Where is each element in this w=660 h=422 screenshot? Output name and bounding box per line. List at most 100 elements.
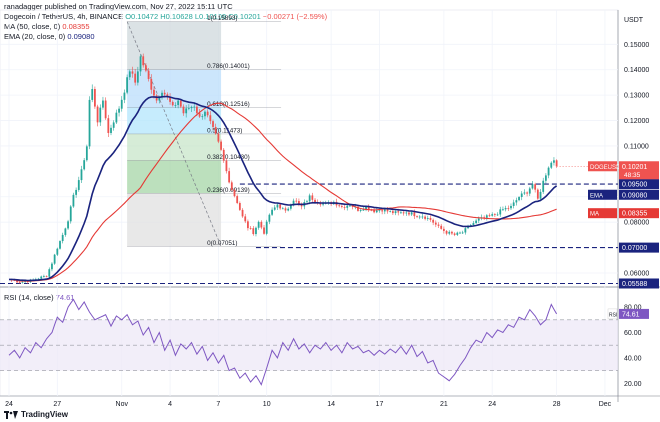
candle-body	[343, 206, 346, 208]
rsi-legend[interactable]: RSI (14, close) 74.61	[4, 293, 74, 302]
candle-body	[547, 167, 550, 176]
candle-body	[190, 106, 193, 109]
candle-body	[488, 215, 491, 217]
candle-body	[179, 100, 182, 107]
candle-body	[391, 211, 394, 214]
price-tick-label: 0.13000	[624, 93, 649, 100]
candle-body	[281, 208, 284, 210]
candle-body	[21, 281, 24, 283]
candle-body	[142, 56, 145, 66]
rsi-tag-label: RSI	[609, 312, 617, 318]
candle-body	[126, 77, 129, 93]
rsi-value-badge-label: 74.61	[622, 311, 640, 318]
candle-body	[373, 209, 375, 213]
candle-body	[115, 112, 118, 123]
candle-body	[96, 106, 99, 123]
candle-body	[56, 248, 59, 255]
candle-body	[504, 208, 507, 210]
candle-body	[252, 228, 255, 235]
rsi-line	[8, 298, 558, 386]
candle-body	[424, 216, 426, 219]
candle-body	[338, 205, 341, 207]
candle-body	[158, 97, 161, 101]
value-badge-label: 0.10201	[622, 164, 647, 171]
candle-body	[193, 106, 196, 108]
time-tick-label: 27	[53, 401, 61, 408]
rsi-legend-label: RSI (14, close)	[4, 293, 54, 302]
candle-body	[284, 208, 287, 211]
candle-body	[247, 221, 249, 229]
candle-body	[279, 204, 282, 209]
candle-body	[217, 133, 220, 142]
candle-body	[72, 194, 75, 207]
candle-body	[520, 193, 523, 198]
candle-body	[69, 206, 72, 222]
fib-level-label: 0.382(0.10430)	[207, 154, 250, 161]
candle-body	[440, 225, 443, 229]
candle-body	[453, 233, 456, 235]
rsi-tick-label: 60.00	[624, 330, 642, 337]
candle-body	[459, 232, 461, 234]
candle-body	[515, 200, 518, 203]
candle-body	[512, 202, 515, 206]
series-tag-label: EMA	[590, 193, 603, 199]
tradingview-brand-label: TradingView	[21, 410, 68, 419]
candle-body	[349, 205, 351, 207]
ma-50-line	[8, 102, 557, 282]
symbol-line: Dogecoin / TetherUS, 4h, BINANCE O0.1047…	[4, 12, 327, 21]
candle-body	[322, 203, 324, 205]
candle-body	[166, 94, 169, 97]
candle-body	[421, 216, 424, 218]
candle-body	[408, 212, 410, 215]
candle-body	[271, 209, 273, 215]
fib-level-label: 1(0.15893)	[207, 15, 237, 22]
candle-body	[544, 175, 547, 181]
candle-body	[539, 191, 542, 199]
ohlc-open: O0.10472	[125, 12, 159, 21]
candle-body	[80, 169, 83, 181]
candle-body	[230, 182, 233, 190]
published-line: ranadagger published on TradingView.com,…	[4, 2, 233, 11]
value-badge-label: 0.08355	[622, 211, 647, 218]
series-tag	[588, 208, 617, 219]
fib-level-label: 0.236(0.09139)	[207, 187, 250, 194]
candle-body	[493, 214, 496, 215]
candle-body	[45, 275, 48, 277]
fib-level-label: 0.786(0.14001)	[207, 63, 250, 70]
candle-body	[145, 65, 147, 71]
candle-body	[214, 126, 217, 134]
candle-body	[367, 206, 370, 210]
candle-body	[553, 160, 555, 163]
candle-body	[308, 195, 311, 202]
candle-body	[222, 149, 225, 161]
candle-body	[42, 275, 45, 277]
candle-body	[426, 218, 429, 219]
candle-body	[228, 171, 231, 183]
candle-body	[88, 99, 91, 147]
candle-body	[472, 223, 475, 226]
candle-body	[410, 212, 413, 215]
candle-body	[526, 192, 528, 194]
time-tick-label: 24	[5, 401, 13, 408]
candle-body	[445, 230, 448, 234]
time-tick-label: 4	[168, 401, 172, 408]
candle-body	[155, 95, 158, 101]
candle-body	[389, 211, 392, 212]
candle-body	[456, 232, 459, 235]
candle-body	[531, 184, 534, 189]
rsi-tag	[607, 308, 618, 320]
candle-body	[91, 89, 94, 100]
ohlc-close: C0.10201	[228, 12, 261, 21]
candle-body	[394, 211, 397, 214]
fib-level-label: 0.618(0.12516)	[207, 101, 250, 108]
candle-body	[85, 146, 88, 161]
price-tick-label: 0.15000	[624, 42, 649, 49]
candle-body	[400, 212, 402, 214]
ema-legend[interactable]: EMA (20, close, 0) 0.09080	[4, 32, 95, 41]
candle-body	[550, 162, 553, 168]
candle-body	[542, 180, 545, 192]
ma-legend-value: 0.08355	[62, 22, 90, 31]
tradingview-brand[interactable]: TradingView	[4, 410, 68, 419]
ma-legend[interactable]: MA (50, close, 0) 0.08355	[4, 22, 90, 31]
